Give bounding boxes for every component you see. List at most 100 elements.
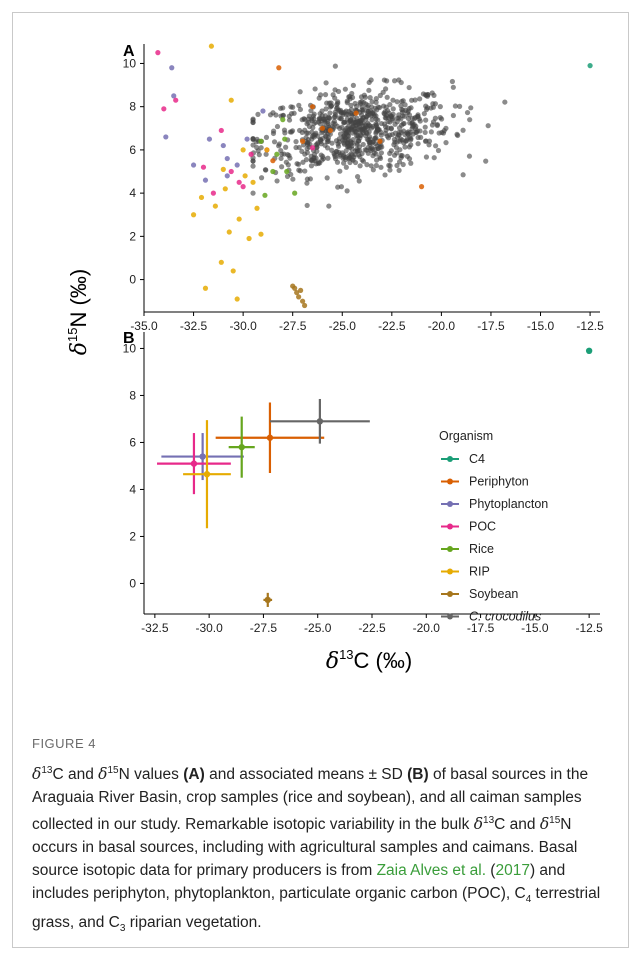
panel-b-x-tick-label: -15.0 [521, 621, 549, 635]
panel-a-point-periphyton [418, 184, 425, 190]
legend-key-dot-rip [447, 568, 453, 575]
crocodilus-point [297, 106, 304, 113]
crocodilus-point [373, 99, 379, 105]
crocodilus-point [345, 144, 351, 150]
crocodilus-point [417, 118, 423, 124]
crocodilus-point [382, 108, 388, 115]
crocodilus-point [424, 93, 431, 99]
crocodilus-point [348, 102, 354, 108]
crocodilus-point [383, 104, 389, 110]
panel-a-x-tick-label: -22.5 [378, 319, 406, 333]
panel-a-y-tick-label: 2 [129, 229, 136, 243]
crocodilus-point [443, 140, 449, 146]
crocodilus-point [406, 84, 412, 91]
crocodilus-point [308, 157, 314, 163]
panel-a-point-rip [236, 216, 242, 222]
crocodilus-point [270, 128, 277, 134]
crocodilus-point [327, 131, 333, 137]
crocodilus-point [303, 157, 310, 163]
crocodilus-point [362, 147, 368, 153]
panel-b-x-tick-label: -27.5 [250, 621, 278, 635]
crocodilus-point [468, 105, 474, 111]
citation-link[interactable]: 2017 [495, 862, 530, 880]
panel-b-x-tick-label: -22.5 [358, 621, 386, 635]
legend-key-dot-soybean [447, 591, 453, 597]
panel-b-mean-soybean [264, 596, 271, 604]
panel-a-point-periphyton [327, 127, 333, 134]
crocodilus-point [329, 147, 335, 153]
panel-b-mean-periphyton [266, 434, 274, 441]
panel-a-point-phytoplancton [206, 136, 213, 142]
crocodilus-point [365, 108, 371, 115]
crocodilus-point [304, 141, 311, 148]
legend-key-dot-c4 [447, 456, 453, 462]
crocodilus-point [296, 102, 302, 108]
caption-fragment: terrestrial grass, and C [32, 885, 601, 932]
crocodilus-point [374, 157, 380, 163]
crocodilus-point [374, 122, 380, 128]
crocodilus-point [354, 174, 361, 180]
panel-b-x-tick-label: -30.0 [195, 621, 223, 635]
crocodilus-point [351, 119, 357, 126]
caption-fragment: and associated means ± SD [204, 766, 408, 784]
caption-fragment: 13 [483, 815, 495, 827]
crocodilus-point [371, 150, 377, 156]
caption-fragment: C and [52, 766, 99, 784]
panel-b-x-tick-label: -20.0 [413, 621, 441, 635]
crocodilus-point [389, 117, 396, 123]
legend-item-poc: POC [469, 520, 496, 534]
crocodilus-point [293, 139, 299, 145]
crocodilus-point [327, 104, 333, 110]
crocodilus-point [332, 87, 338, 93]
crocodilus-point [466, 153, 473, 159]
crocodilus-point [404, 153, 410, 159]
panel-a-point-phytoplancton [244, 136, 250, 142]
crocodilus-point [322, 92, 329, 98]
panel-a-point-rice [292, 190, 298, 196]
crocodilus-point [256, 152, 262, 158]
crocodilus-point [460, 127, 466, 133]
crocodilus-point [322, 133, 329, 139]
crocodilus-point [306, 113, 312, 119]
caption-fragment: δ [32, 765, 42, 784]
crocodilus-point [485, 123, 491, 129]
crocodilus-point [316, 95, 322, 101]
caption-fragment: 3 [119, 923, 126, 935]
panel-a-x-tick-label: -32.5 [180, 319, 208, 333]
panel-a-point-rip [218, 259, 224, 265]
legend-item-rip: RIP [469, 565, 490, 579]
crocodilus-point [327, 110, 333, 116]
crocodilus-point [338, 116, 345, 122]
crocodilus-point [375, 146, 381, 152]
crocodilus-point [423, 138, 429, 144]
crocodilus-point [408, 105, 414, 111]
caption-fragment: (B) [407, 766, 429, 784]
panel-a-point-rip [254, 205, 260, 211]
crocodilus-point [357, 135, 363, 141]
citation-link[interactable]: Zaia Alves et al. [376, 862, 486, 880]
panel-a-point-periphyton [309, 104, 316, 110]
crocodilus-point [464, 109, 471, 116]
legend-item-periphyton: Periphyton [469, 475, 529, 489]
crocodilus-point [333, 106, 340, 112]
crocodilus-point [400, 121, 406, 127]
crocodilus-point [296, 167, 302, 173]
crocodilus-point [278, 155, 284, 162]
crocodilus-point [457, 103, 463, 109]
crocodilus-point [323, 106, 329, 112]
crocodilus-point [283, 144, 289, 150]
panel-a-x-tick-label: -17.5 [477, 319, 505, 333]
crocodilus-point [304, 146, 310, 152]
crocodilus-point [250, 163, 256, 169]
panel-a-point-phytoplancton [202, 177, 209, 183]
crocodilus-point [420, 91, 427, 97]
crocodilus-point [401, 113, 408, 119]
crocodilus-point [318, 141, 324, 147]
crocodilus-point [449, 78, 455, 85]
crocodilus-point [378, 150, 385, 156]
crocodilus-point [370, 167, 376, 173]
crocodilus-point [409, 97, 415, 103]
panel-a-point-phytoplancton [169, 65, 175, 71]
crocodilus-point [310, 113, 316, 119]
crocodilus-point [290, 176, 296, 182]
